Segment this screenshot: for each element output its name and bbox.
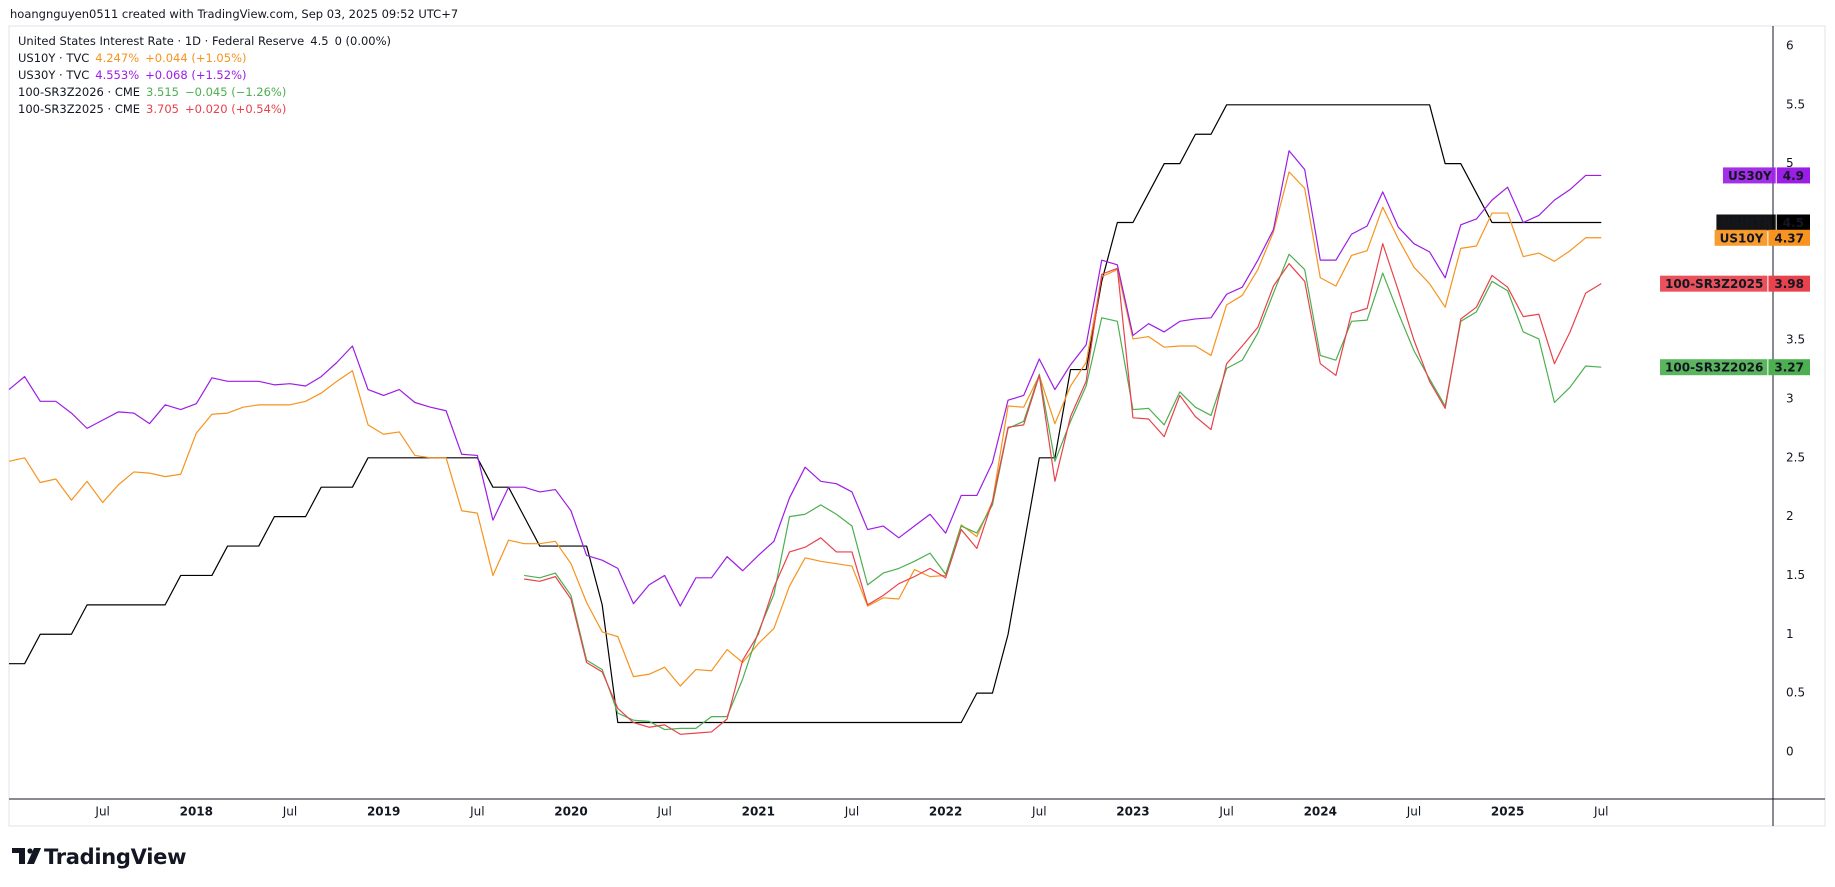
series-line xyxy=(524,253,1602,731)
price-tag-value-box xyxy=(1776,214,1810,231)
x-tick-label: Jul xyxy=(1406,805,1421,819)
price-tag-name: US30Y xyxy=(1728,169,1772,183)
x-tick-label: Jul xyxy=(844,805,859,819)
series-line xyxy=(524,243,1602,735)
y-tick-label: 2.5 xyxy=(1786,450,1805,464)
legend-label: US10Y · TVC xyxy=(18,51,90,65)
legend-label: United States Interest Rate · 1D · Feder… xyxy=(18,34,305,48)
price-tag: 4.37 US10Y xyxy=(1714,229,1810,246)
x-tick-label: Jul xyxy=(656,805,671,819)
brand-logo xyxy=(12,848,41,864)
legend-label: US30Y · TVC xyxy=(18,68,90,82)
legend-change: +0.068 (+1.52%) xyxy=(145,68,247,82)
x-tick-label: 2018 xyxy=(180,805,213,819)
x-tick-label: 2022 xyxy=(929,805,962,819)
x-tick-label: Jul xyxy=(469,805,484,819)
legend-row: 100-SR3Z2026 · CME 3.515 −0.045 (−1.26%) xyxy=(18,84,397,101)
y-tick-label: 0.5 xyxy=(1786,686,1805,700)
x-tick-label: Jul xyxy=(1218,805,1233,819)
series-line xyxy=(9,104,1602,724)
legend-row: US30Y · TVC 4.553% +0.068 (+1.52%) xyxy=(18,67,397,84)
x-tick-label: 2025 xyxy=(1491,805,1524,819)
legend-change: +0.044 (+1.05%) xyxy=(145,51,247,65)
y-tick-label: 1.5 xyxy=(1786,568,1805,582)
y-tick-label: 5 xyxy=(1786,156,1794,170)
x-tick-label: 2021 xyxy=(742,805,775,819)
x-tick-label: 2023 xyxy=(1116,805,1149,819)
legend-change: +0.020 (+0.54%) xyxy=(184,102,287,116)
y-tick-label: 3.5 xyxy=(1786,333,1805,347)
price-tag-value: 3.27 xyxy=(1774,361,1804,375)
price-tag-value: 4.9 xyxy=(1783,169,1804,183)
series-line xyxy=(8,171,1602,687)
price-tag-name: USINTR xyxy=(1721,216,1771,230)
price-tag-value-box xyxy=(1776,167,1810,184)
y-tick-label: 3 xyxy=(1786,391,1794,405)
header: hoangnguyen0511 created with TradingView… xyxy=(10,7,459,21)
plot-area xyxy=(8,104,1602,735)
legend-change: −0.045 (−1.26%) xyxy=(184,85,287,99)
x-tick-label: Jul xyxy=(94,805,109,819)
price-tag-name-box xyxy=(1660,359,1768,376)
legend-label: 100-SR3Z2026 · CME xyxy=(18,85,141,99)
logo-part xyxy=(27,848,41,864)
series-line xyxy=(8,150,1602,607)
x-tick-label: 2019 xyxy=(367,805,400,819)
price-tag: 4.5 USINTR xyxy=(1716,214,1810,231)
brand: TradingView xyxy=(44,845,187,869)
logo-part xyxy=(12,848,25,864)
legend-last: 4.553% xyxy=(95,68,140,82)
logo-part xyxy=(27,848,33,854)
price-tag: 4.9 US30Y xyxy=(1722,167,1810,184)
legend-row: United States Interest Rate · 1D · Feder… xyxy=(18,33,397,50)
legend-last: 3.705 xyxy=(146,102,179,116)
legend-last: 3.515 xyxy=(146,85,179,99)
price-tag: 3.27 100-SR3Z2026 xyxy=(1660,359,1810,376)
price-tag-value-box xyxy=(1768,229,1810,246)
x-tick-label: Jul xyxy=(1593,805,1608,819)
legend-row: 100-SR3Z2025 · CME 3.705 +0.020 (+0.54%) xyxy=(18,101,397,118)
price-tag-name-box xyxy=(1722,167,1776,184)
price-tag-value-box xyxy=(1768,275,1810,292)
y-tick-label: 0 xyxy=(1786,744,1794,758)
legend-last: 4.247% xyxy=(95,51,140,65)
y-tick-label: 6 xyxy=(1786,39,1794,53)
x-tick-label: Jul xyxy=(1031,805,1046,819)
legend-label: 100-SR3Z2025 · CME xyxy=(18,102,141,116)
x-tick-label: 2020 xyxy=(554,805,587,819)
price-tag-name: 100-SR3Z2025 xyxy=(1665,277,1763,291)
price-tag-name: US10Y xyxy=(1720,231,1764,245)
price-tag-name-box xyxy=(1716,214,1776,231)
y-tick-label: 2 xyxy=(1786,509,1794,523)
price-tag-name: 100-SR3Z2026 xyxy=(1665,361,1763,375)
price-tag-value-box xyxy=(1768,359,1810,376)
legend-row: US10Y · TVC 4.247% +0.044 (+1.05%) xyxy=(18,50,397,67)
frame xyxy=(8,25,1826,827)
price-tag-name-box xyxy=(1660,275,1768,292)
x-tick-label: 2024 xyxy=(1304,805,1337,819)
price-tag-value: 4.5 xyxy=(1783,216,1804,230)
price-tag-name-box xyxy=(1714,229,1768,246)
price-tag-value: 4.37 xyxy=(1774,231,1804,245)
legend-change: 0 (0.00%) xyxy=(334,34,392,48)
y-tick-label: 1 xyxy=(1786,627,1794,641)
legend-last: 4.5 xyxy=(310,34,329,48)
price-tag: 3.98 100-SR3Z2025 xyxy=(1660,275,1810,292)
legend: United States Interest Rate · 1D · Feder… xyxy=(18,33,397,118)
price-tag-value: 3.98 xyxy=(1774,277,1804,291)
y-tick-label: 5.5 xyxy=(1786,97,1805,111)
x-tick-label: Jul xyxy=(282,805,297,819)
